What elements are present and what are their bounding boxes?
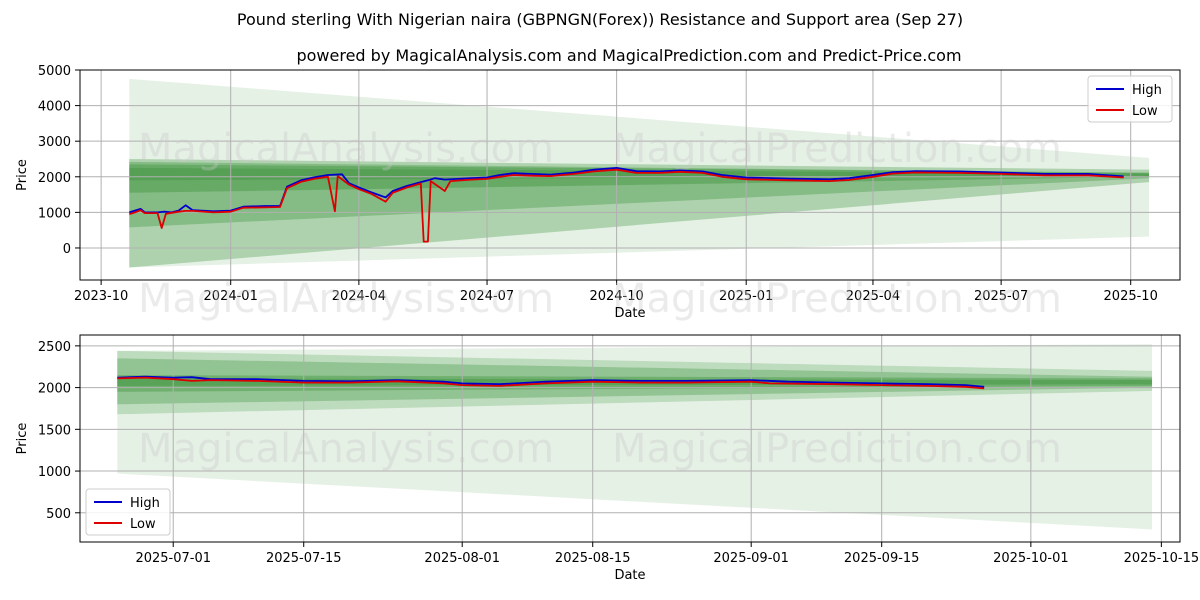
- x-tick-label: 2025-07-01: [135, 551, 211, 566]
- x-tick-label: 2025-08-01: [424, 551, 500, 566]
- plot-frame: [79, 334, 1181, 543]
- legend-label-high: High: [130, 496, 160, 511]
- watermark: MagicalAnalysis.com: [138, 426, 554, 472]
- y-tick-label: 1000: [38, 206, 71, 221]
- x-tick-label: 2025-01: [719, 289, 773, 304]
- legend-label-low: Low: [130, 517, 156, 532]
- x-tick-label: 2025-07-15: [266, 551, 342, 566]
- y-tick-label: 1000: [38, 465, 71, 480]
- watermark: MagicalPrediction.com: [612, 276, 1062, 322]
- x-tick-label: 2024-04: [332, 289, 386, 304]
- x-tick-label: 2024-07: [460, 289, 514, 304]
- x-tick-label: 2025-10-01: [993, 551, 1069, 566]
- watermark: MagicalAnalysis.com: [138, 276, 554, 322]
- y-tick-label: 500: [46, 507, 71, 522]
- y-tick-label: 2000: [38, 171, 71, 186]
- grid: [80, 69, 1180, 280]
- x-tick-label: 2025-08-15: [555, 551, 631, 566]
- bottom-chart-panel: 2025-07-01 2025-07-15 2025-08-01 2025-08-15…: [15, 334, 1200, 583]
- plot-frame: [79, 69, 1181, 281]
- y-axis-label: Price: [15, 423, 30, 455]
- y-tick-label: 2000: [38, 382, 71, 397]
- band-1: [129, 158, 1150, 268]
- watermark: MagicalPrediction.com: [612, 126, 1062, 172]
- chart-subtitle: powered by MagicalAnalysis.com and Magic…: [296, 46, 961, 65]
- x-tick-label: 2023-10: [74, 289, 128, 304]
- x-axis-label: Date: [614, 568, 645, 583]
- series-lines: [117, 375, 985, 390]
- y-tick-label: 2500: [38, 340, 71, 355]
- legend-label-low: Low: [1132, 104, 1158, 119]
- x-tick-label: 2025-10-15: [1124, 551, 1200, 566]
- x-tick-label: 2024-01: [204, 289, 258, 304]
- y-tick-label: 0: [63, 242, 71, 257]
- x-tick-label: 2024-10: [589, 289, 643, 304]
- legend: High Low: [1087, 75, 1173, 123]
- y-tick-label: 5000: [38, 64, 71, 79]
- x-tick-label: 2025-07: [974, 289, 1028, 304]
- x-axis-label: Date: [614, 306, 645, 321]
- legend-label-high: High: [1132, 83, 1162, 98]
- grid: [80, 335, 1180, 542]
- watermark: MagicalPrediction.com: [612, 426, 1062, 472]
- top-chart-panel: 2023-10 2024-01 2024-04 2024-07 2024-10 2025-…: [15, 64, 1181, 322]
- y-tick-label: 1500: [38, 423, 71, 438]
- series-line-high: [117, 375, 985, 388]
- x-tick-label: 2025-09-01: [713, 551, 789, 566]
- watermark: MagicalAnalysis.com: [138, 126, 554, 172]
- y-tick-label: 3000: [38, 135, 71, 150]
- x-tick-label: 2025-09-15: [844, 551, 920, 566]
- band-0: [117, 344, 1153, 530]
- y-axis-label: Price: [15, 159, 30, 191]
- x-tick-label: 2025-10: [1104, 289, 1158, 304]
- chart-title: Pound sterling With Nigerian naira (GBPN…: [237, 10, 963, 29]
- series-line-low: [117, 376, 985, 390]
- band-2: [129, 161, 1150, 228]
- y-tick-label: 4000: [38, 100, 71, 115]
- series-line-low: [129, 168, 1124, 243]
- legend: High Low: [85, 488, 171, 536]
- x-tick-label: 2025-04: [846, 289, 900, 304]
- series-lines: [129, 167, 1124, 243]
